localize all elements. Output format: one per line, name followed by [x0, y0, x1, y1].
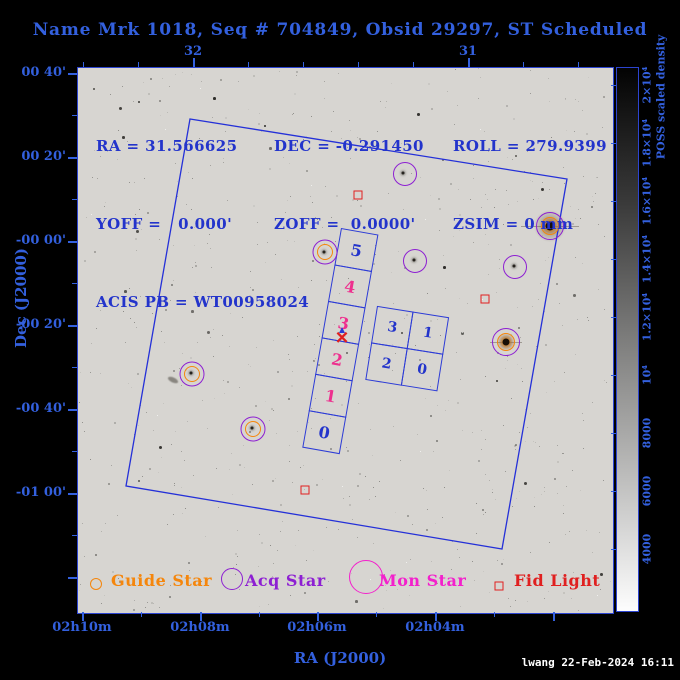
legend-marker-mon-star [349, 560, 383, 594]
info-zoff: ZOFF = 0.0000' [274, 215, 416, 233]
colorbar-tick-label: 1.4×10⁴ [640, 234, 654, 284]
fid-light-marker [300, 485, 310, 495]
colorbar-tick-label: 6000 [640, 475, 654, 507]
info-roll: ROLL = 279.9399 [453, 137, 607, 155]
legend-label: Fid Light [514, 571, 601, 590]
info-dec: DEC = -0.291450 [274, 137, 424, 155]
acq-star-circle [536, 212, 564, 240]
sky-field-image: 5 4 3 2 1 0 3 1 2 0 ✕ RA = 31.566625 YOFF = 0.000'… [77, 67, 614, 614]
legend-label: Mon Star [379, 571, 467, 590]
credit-text: lwang 22-Feb-2024 16:11 [521, 656, 674, 669]
colorbar [616, 67, 639, 612]
aimpoint-x: ✕ [334, 328, 350, 349]
colorbar-tick [611, 200, 616, 202]
colorbar-tick [611, 374, 616, 376]
acq-star-circle [393, 162, 417, 186]
info-acis-pb: ACIS PB = WT00958024 [96, 293, 310, 311]
fid-light-marker [480, 294, 490, 304]
page-title: Name Mrk 1018, Seq # 704849, Obsid 29297… [32, 20, 648, 40]
info-zsim: ZSIM = 0 mm [453, 215, 574, 233]
colorbar-tick [611, 84, 616, 86]
x-axis-label: RA (J2000) [293, 649, 387, 667]
acq-star-circle [503, 255, 527, 279]
colorbar-tick [611, 142, 616, 144]
colorbar-tick-label: 2×10⁴ [640, 66, 654, 104]
legend-marker-fid-light [494, 581, 504, 591]
colorbar-tick-label: 8000 [640, 417, 654, 449]
legend-marker-acq-star [221, 568, 243, 590]
acq-star-circle [179, 361, 205, 387]
instrument-overlay-layer: 5 4 3 2 1 0 3 1 2 0 ✕ [78, 68, 613, 613]
legend-marker-guide-star [90, 578, 102, 590]
fid-light-marker [353, 190, 363, 200]
legend-label: Acq Star [245, 571, 326, 590]
pointing-info-col2: DEC = -0.291450 ZOFF = 0.0000' [274, 81, 424, 289]
fov-outline-layer [125, 118, 568, 550]
colorbar-tick [611, 258, 616, 260]
acq-star-circle [403, 249, 427, 273]
aimpoint-caret-icon [339, 327, 345, 333]
acq-star-circle [312, 239, 338, 265]
pointing-info-col3: ROLL = 279.9399 ZSIM = 0 mm [453, 81, 607, 289]
colorbar-tick [611, 316, 616, 318]
fov-box [125, 118, 568, 550]
acq-star-circle [492, 328, 520, 356]
colorbar-title: POSS scaled density [654, 34, 668, 160]
pointing-info-col1: RA = 31.566625 YOFF = 0.000' ACIS PB = W… [96, 81, 309, 367]
info-ra: RA = 31.566625 [96, 137, 238, 155]
colorbar-tick-label: 1.6×10⁴ [640, 176, 654, 226]
colorbar-tick-label: 1.2×10⁴ [640, 292, 654, 342]
legend-label: Guide Star [111, 571, 213, 590]
legend: Guide Star Acq Star Mon Star Fid Light [78, 68, 613, 613]
colorbar-tick [611, 490, 616, 492]
acq-star-circle [240, 416, 266, 442]
colorbar-tick-label: 1.8×10⁴ [640, 118, 654, 168]
colorbar-tick-label: 4000 [640, 533, 654, 565]
colorbar-tick [611, 548, 616, 550]
info-yoff: YOFF = 0.000' [96, 215, 233, 233]
colorbar-tick [611, 432, 616, 434]
colorbar-tick-label: 10⁴ [640, 364, 654, 386]
